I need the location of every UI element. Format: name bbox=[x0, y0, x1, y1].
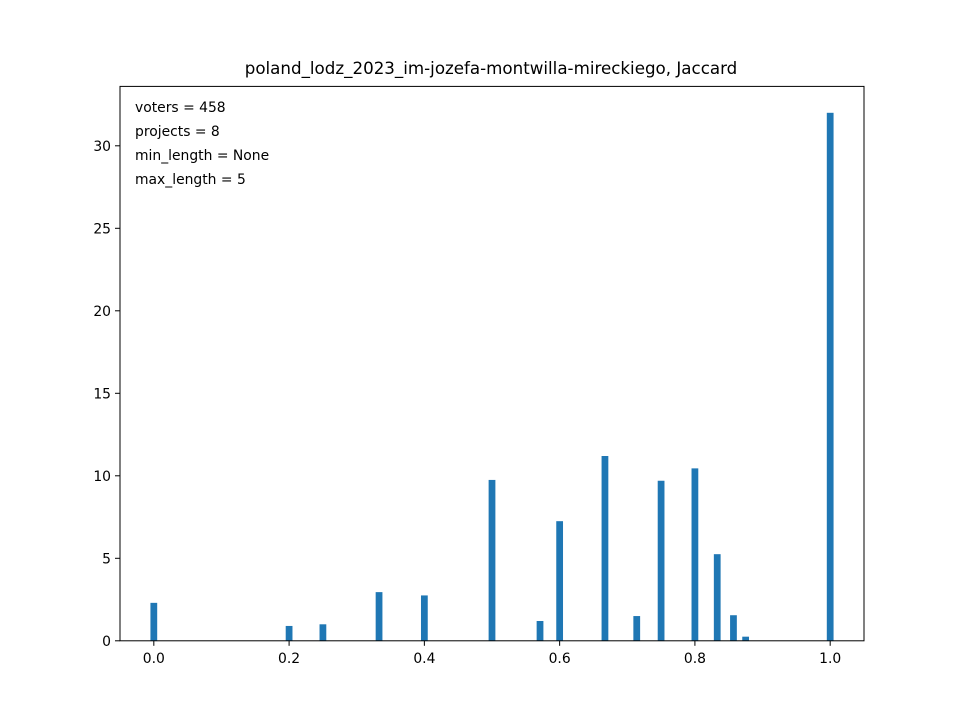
histogram-bar bbox=[536, 621, 544, 641]
histogram-bar bbox=[633, 616, 641, 641]
y-tick-label: 25 bbox=[93, 221, 111, 237]
histogram-bar bbox=[319, 624, 327, 641]
x-tick-label: 0.2 bbox=[278, 651, 300, 667]
annotation-line: voters = 458 bbox=[135, 100, 226, 116]
histogram-bar bbox=[730, 615, 737, 641]
x-tick-label: 0.8 bbox=[684, 651, 706, 667]
y-tick-label: 15 bbox=[93, 386, 111, 402]
y-axis: 0 5 10 15 20 25 30 bbox=[93, 139, 120, 650]
annotation-block: voters = 458 projects = 8 min_length = Non… bbox=[135, 100, 269, 188]
histogram-bar bbox=[826, 112, 834, 641]
histogram-bar bbox=[488, 479, 496, 641]
x-tick-label: 1.0 bbox=[819, 651, 841, 667]
bars-group bbox=[150, 112, 834, 641]
y-tick-label: 20 bbox=[93, 304, 111, 320]
plot-frame bbox=[119, 85, 865, 642]
annotation-line: max_length = 5 bbox=[135, 172, 246, 188]
histogram-bar bbox=[420, 595, 428, 641]
y-tick-label: 5 bbox=[102, 551, 111, 567]
histogram-bar bbox=[285, 625, 293, 641]
histogram-bar bbox=[375, 592, 383, 641]
x-axis: 0.0 0.2 0.4 0.6 0.8 1.0 bbox=[143, 640, 841, 667]
histogram-bar bbox=[713, 554, 721, 641]
y-tick-label: 30 bbox=[93, 139, 111, 155]
histogram-bar bbox=[150, 602, 158, 641]
histogram-bar bbox=[556, 521, 564, 641]
x-tick-label: 0.0 bbox=[143, 651, 165, 667]
histogram-bar bbox=[657, 480, 665, 641]
y-tick-label: 10 bbox=[93, 469, 111, 485]
y-tick-label: 0 bbox=[102, 634, 111, 650]
annotation-line: projects = 8 bbox=[135, 124, 220, 140]
x-tick-label: 0.4 bbox=[413, 651, 435, 667]
x-tick-label: 0.6 bbox=[549, 651, 571, 667]
annotation-line: min_length = None bbox=[135, 148, 269, 164]
histogram-bar bbox=[691, 468, 699, 641]
histogram-bar bbox=[601, 456, 609, 641]
histogram-bar bbox=[742, 636, 750, 641]
chart-title: poland_lodz_2023_im-jozefa-montwilla-mir… bbox=[245, 58, 738, 79]
